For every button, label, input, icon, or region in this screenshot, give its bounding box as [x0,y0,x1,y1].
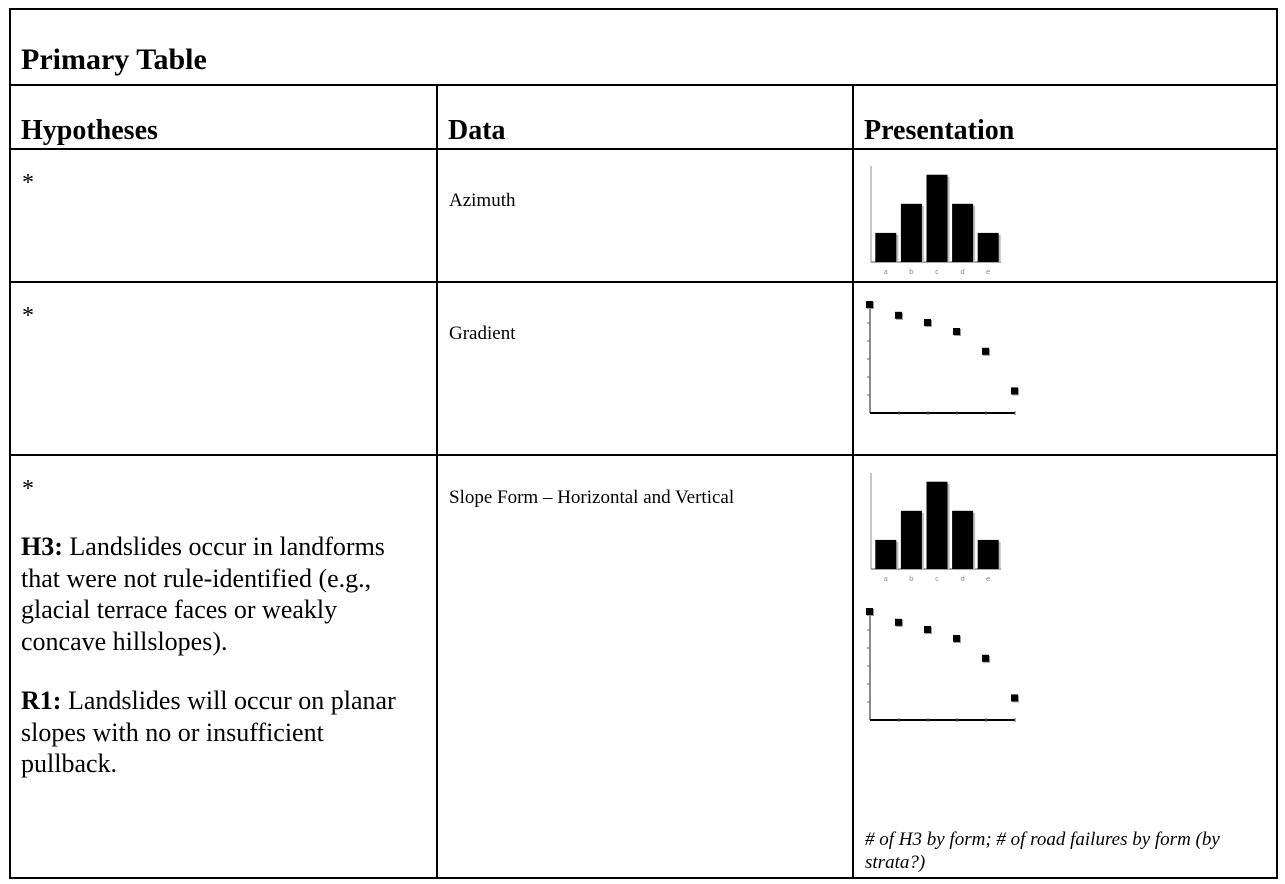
data-point [866,301,873,308]
x-tick-label: e [986,268,990,276]
x-tick-label: d [960,268,964,276]
data-point [895,618,902,626]
data-point [1011,694,1018,702]
scatter-chart-gradient [866,301,1019,415]
data-point [924,626,931,633]
x-tick-label: d [960,575,964,583]
bar [926,481,948,569]
header-data: Data [436,84,854,150]
bar [977,232,999,262]
data-cell: Gradient [436,281,854,456]
table-row: * H3: Landslides occur in landforms that… [9,454,1279,879]
h3-label: H3: [21,532,63,561]
bar [875,232,897,262]
header-presentation-label: Presentation [864,115,1015,146]
presentation-cell: a b c d e [851,148,1279,283]
scatter-chart-slope-form [866,608,1019,722]
table-title-cell: Primary Table [8,8,1279,86]
x-tick-label: b [909,575,914,583]
r1-label: R1: [21,685,62,715]
bar [875,539,897,569]
hypothesis-marker: * [22,303,34,329]
data-cell: Slope Form – Horizontal and Vertical [436,454,854,879]
data-point [866,608,873,615]
data-label: Azimuth [449,190,516,211]
r1-text: Landslides will occur on planar slopes w… [21,685,396,779]
bar [952,203,974,262]
header-hypotheses: Hypotheses [9,84,438,150]
bar [900,203,922,262]
table-row: * Azimuth a b c d e [9,148,1279,283]
bar [952,510,974,569]
presentation-note: # of H3 by form; # of road failures by f… [865,829,1220,873]
data-point [953,328,960,335]
header-presentation: Presentation [851,84,1279,150]
x-tick-label: e [986,575,990,583]
presentation-cell: a b c d e # of H3 by form; # of road failure… [851,454,1279,879]
hypothesis-h3: H3: Landslides occur in landforms that w… [11,501,436,658]
h3-text: Landslides occur in landforms that were … [21,532,385,657]
bar-chart-slope-form: a b c d e [870,473,1001,583]
x-tick-label: c [935,268,939,276]
x-tick-label: b [909,268,914,276]
table-row: * Gradient [9,281,1279,456]
data-label: Slope Form – Horizontal and Vertical [449,487,735,508]
data-point [895,311,902,319]
bar [926,174,948,262]
x-tick-label: a [884,268,888,276]
data-label: Gradient [449,323,516,344]
presentation-cell [851,281,1279,456]
hypothesis-marker: * [22,170,34,196]
data-point [953,635,960,642]
bar [977,539,999,569]
data-point [1011,387,1018,395]
primary-table: Primary Table Hypotheses Data Presentati… [8,8,1279,879]
table-title: Primary Table [21,43,207,76]
x-tick-label: a [884,575,888,583]
data-point [982,654,989,662]
hypothesis-cell: * H3: Landslides occur in landforms that… [9,454,438,879]
hypothesis-marker: * [22,476,34,502]
hypothesis-r1: R1: Landslides will occur on planar slop… [11,658,436,780]
hypothesis-cell: * [9,148,438,283]
data-point [924,319,931,326]
header-hypotheses-label: Hypotheses [21,115,158,146]
bar-chart-azimuth: a b c d e [870,166,1001,276]
x-tick-label: c [935,575,939,583]
data-cell: Azimuth [436,148,854,283]
hypothesis-cell: * [9,281,438,456]
bar [900,510,922,569]
data-point [982,347,989,355]
header-data-label: Data [448,115,506,146]
